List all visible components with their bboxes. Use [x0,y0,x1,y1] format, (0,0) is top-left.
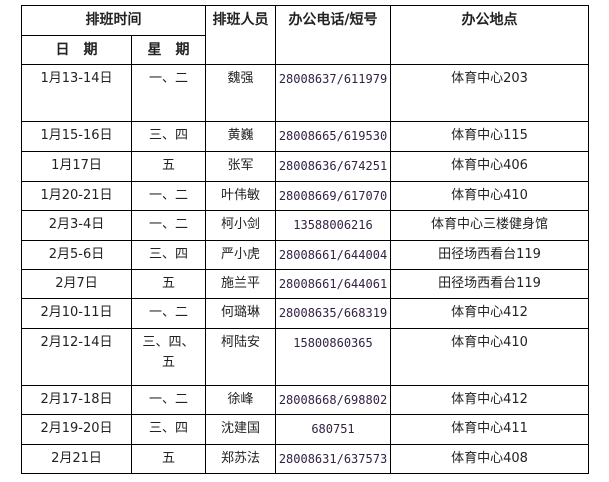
phone-cell: 28008661/644061 [275,269,391,299]
weekday-cell: 五 [131,444,206,474]
date-cell: 2月5-6日 [21,240,132,270]
staff-cell: 柯小剑 [205,210,276,241]
staff-cell: 黄巍 [205,121,276,152]
location-cell: 田径场西看台119 [390,269,589,299]
date-cell: 2月12-14日 [21,328,132,386]
phone-cell: 28008637/611979 [275,64,391,122]
staff-cell: 郑苏法 [205,444,276,474]
location-cell: 体育中心203 [390,64,589,122]
phone-cell: 28008635/668319 [275,298,391,329]
table-row: 2月3-4日 一、二 柯小剑 13588006216 体育中心三楼健身馆 [21,210,589,241]
date-cell: 2月3-4日 [21,210,132,241]
weekday-cell: 一、二 [131,181,206,211]
phone-cell: 680751 [275,414,391,445]
duty-schedule-table: 排班时间 排班人员 办公电话/短号 办公地点 日 期 星 期 1月13-14日一… [21,5,589,474]
staff-cell: 沈建国 [205,414,276,445]
table-row: 2月5-6日 三、四 严小虎 28008661/644004 田径场西看台119 [21,240,589,270]
staff-cell: 叶伟敏 [205,181,276,211]
table-row: 1月17日五张军 28008636/674251 体育中心406 [21,151,589,182]
date-cell: 2月10-11日 [21,298,132,329]
phone-cell: 28008631/637573 [275,444,391,474]
header-staff: 排班人员 [205,5,276,65]
header-weekday: 星 期 [131,35,206,65]
staff-cell: 张军 [205,151,276,182]
staff-cell: 柯陆安 [205,328,276,386]
location-cell: 体育中心406 [390,151,589,182]
date-cell: 1月20-21日 [21,181,132,211]
header-location: 办公地点 [390,5,589,65]
date-cell: 2月17-18日 [21,385,132,415]
table-row: 2月7日五施兰平 28008661/644061 田径场西看台119 [21,269,589,299]
phone-cell: 28008668/698802 [275,385,391,415]
staff-cell: 施兰平 [205,269,276,299]
location-cell: 体育中心411 [390,414,589,445]
date-cell: 2月19-20日 [21,414,132,445]
table-row: 1月13-14日 一、二 魏强 28008637/611979 体育中心203 [21,64,589,122]
location-cell: 体育中心115 [390,121,589,152]
staff-cell: 魏强 [205,64,276,122]
staff-cell: 何璐琳 [205,298,276,329]
header-time: 排班时间 [21,5,206,36]
table-row: 2月17-18日 一、二 徐峰 28008668/698802 体育中心412 [21,385,589,415]
table-row: 1月15-16日 三、四 黄巍 28008665/619530 体育中心115 [21,121,589,152]
date-cell: 2月7日 [21,269,132,299]
staff-cell: 严小虎 [205,240,276,270]
table-row: 1月20-21日 一、二 叶伟敏 28008669/617070 体育中心410 [21,181,589,211]
weekday-cell: 三、四 [131,121,206,152]
phone-cell: 15800860365 [275,328,391,386]
date-cell: 1月15-16日 [21,121,132,152]
location-cell: 体育中心410 [390,181,589,211]
weekday-cell: 五 [131,151,206,182]
weekday-cell: 五 [131,269,206,299]
weekday-cell: 三、四 [131,240,206,270]
header-phone: 办公电话/短号 [275,5,391,65]
date-cell: 2月21日 [21,444,132,474]
weekday-cell: 三、四 [131,414,206,445]
phone-cell: 28008665/619530 [275,121,391,152]
date-cell: 1月13-14日 [21,64,132,122]
phone-cell: 28008669/617070 [275,181,391,211]
weekday-cell: 一、二 [131,64,206,122]
weekday-cell: 三、四、 五 [131,328,206,386]
table-row: 2月10-11日 一、二 何璐琳 28008635/668319 体育中心412 [21,298,589,329]
location-cell: 体育中心412 [390,385,589,415]
table-row: 2月19-20日 三、四 沈建国 680751 体育中心411 [21,414,589,445]
weekday-cell: 一、二 [131,385,206,415]
location-cell: 田径场西看台119 [390,240,589,270]
phone-cell: 28008636/674251 [275,151,391,182]
weekday-cell: 一、二 [131,298,206,329]
header-date: 日 期 [21,35,132,65]
table-row: 2月12-14日 三、四、 五柯陆安 15800860365 体育中心410 [21,328,589,386]
date-cell: 1月17日 [21,151,132,182]
location-cell: 体育中心408 [390,444,589,474]
phone-cell: 28008661/644004 [275,240,391,270]
location-cell: 体育中心412 [390,298,589,329]
table-row: 2月21日五郑苏法 28008631/637573 体育中心408 [21,444,589,474]
phone-cell: 13588006216 [275,210,391,241]
location-cell: 体育中心410 [390,328,589,386]
location-cell: 体育中心三楼健身馆 [390,210,589,241]
weekday-cell: 一、二 [131,210,206,241]
staff-cell: 徐峰 [205,385,276,415]
